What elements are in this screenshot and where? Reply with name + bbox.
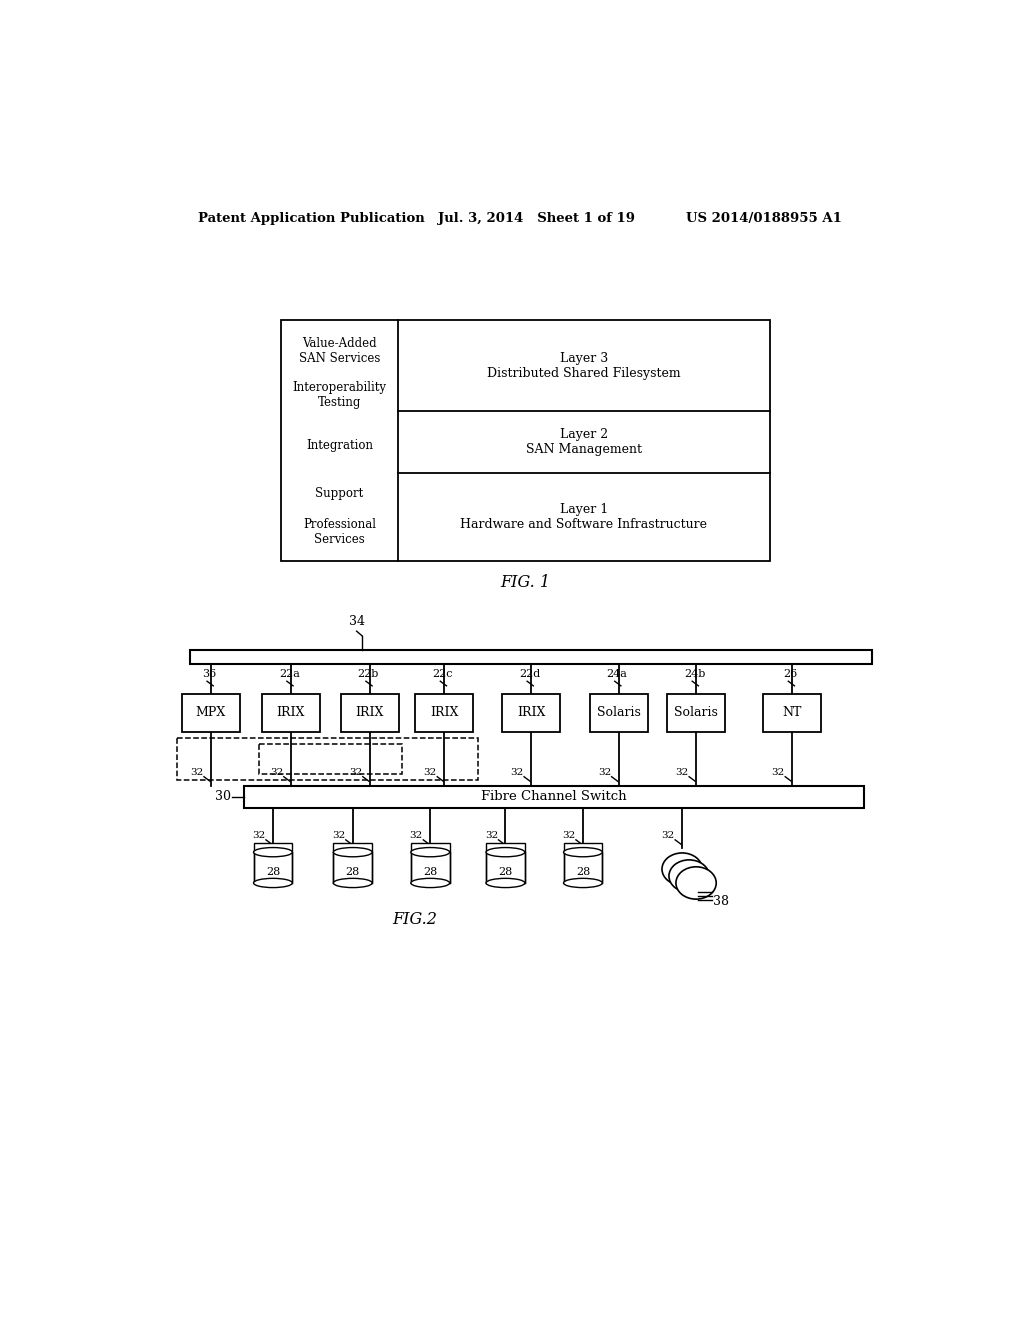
Text: IRIX: IRIX <box>430 706 459 719</box>
Ellipse shape <box>254 878 292 887</box>
Text: IRIX: IRIX <box>355 706 384 719</box>
Ellipse shape <box>486 847 524 857</box>
Text: 28: 28 <box>266 867 280 878</box>
Text: Solaris: Solaris <box>597 706 641 719</box>
Text: 28: 28 <box>499 867 513 878</box>
Bar <box>245 785 864 808</box>
Text: 32: 32 <box>662 830 675 840</box>
Text: 28: 28 <box>575 867 590 878</box>
Bar <box>262 693 319 733</box>
Text: FIG. 1: FIG. 1 <box>500 574 550 591</box>
Text: 32: 32 <box>424 768 437 776</box>
Text: 36: 36 <box>203 668 216 678</box>
Text: Jul. 3, 2014   Sheet 1 of 19: Jul. 3, 2014 Sheet 1 of 19 <box>438 213 635 224</box>
Text: 34: 34 <box>349 615 366 628</box>
Ellipse shape <box>334 878 372 887</box>
Text: 32: 32 <box>562 830 575 840</box>
Text: Fibre Channel Switch: Fibre Channel Switch <box>481 791 627 804</box>
Text: 32: 32 <box>332 830 345 840</box>
Text: MPX: MPX <box>196 706 226 719</box>
Ellipse shape <box>662 853 702 886</box>
Text: 28: 28 <box>423 867 437 878</box>
Bar <box>282 321 770 561</box>
Text: US 2014/0188955 A1: US 2014/0188955 A1 <box>686 213 842 224</box>
Ellipse shape <box>669 859 710 892</box>
Bar <box>182 693 240 733</box>
Text: Layer 2
SAN Management: Layer 2 SAN Management <box>525 428 642 455</box>
Ellipse shape <box>254 847 292 857</box>
Bar <box>254 843 292 883</box>
Text: 32: 32 <box>772 768 784 776</box>
Ellipse shape <box>676 867 716 899</box>
Bar <box>763 693 821 733</box>
Text: Layer 3
Distributed Shared Filesystem: Layer 3 Distributed Shared Filesystem <box>486 351 681 380</box>
Text: Layer 1
Hardware and Software Infrastructure: Layer 1 Hardware and Software Infrastruc… <box>460 503 708 531</box>
Text: 32: 32 <box>410 830 423 840</box>
Bar <box>590 693 647 733</box>
Text: 32: 32 <box>598 768 611 776</box>
Text: Value-Added
SAN Services: Value-Added SAN Services <box>299 338 380 366</box>
Text: Solaris: Solaris <box>674 706 718 719</box>
Bar <box>502 693 560 733</box>
Text: Support: Support <box>315 487 364 500</box>
Text: 32: 32 <box>676 768 689 776</box>
Bar <box>334 843 372 883</box>
Ellipse shape <box>411 847 450 857</box>
Ellipse shape <box>486 878 524 887</box>
Bar <box>667 693 725 733</box>
Bar <box>259 744 402 774</box>
Text: 32: 32 <box>510 768 523 776</box>
Text: 28: 28 <box>346 867 359 878</box>
Bar <box>190 649 872 664</box>
Bar <box>486 843 524 883</box>
Text: 32: 32 <box>349 768 362 776</box>
Text: 32: 32 <box>190 768 204 776</box>
Text: 22c: 22c <box>432 668 453 678</box>
Bar <box>177 738 478 780</box>
Ellipse shape <box>563 878 602 887</box>
Bar <box>341 693 399 733</box>
Text: Patent Application Publication: Patent Application Publication <box>198 213 425 224</box>
Text: Interoperability
Testing: Interoperability Testing <box>293 380 387 409</box>
Text: NT: NT <box>782 706 802 719</box>
Ellipse shape <box>334 847 372 857</box>
Ellipse shape <box>411 878 450 887</box>
Text: 24a: 24a <box>606 668 628 678</box>
Bar <box>415 693 473 733</box>
Text: 32: 32 <box>252 830 265 840</box>
Text: Integration: Integration <box>306 440 373 451</box>
Text: 22b: 22b <box>357 668 379 678</box>
Text: 26: 26 <box>783 668 798 678</box>
Text: 22a: 22a <box>279 668 300 678</box>
Text: IRIX: IRIX <box>276 706 305 719</box>
Text: IRIX: IRIX <box>517 706 545 719</box>
Text: Professional
Services: Professional Services <box>303 519 376 546</box>
Text: FIG.2: FIG.2 <box>392 911 437 928</box>
Text: 38: 38 <box>713 895 729 908</box>
Bar <box>411 843 450 883</box>
Text: 22d: 22d <box>519 668 540 678</box>
Text: 32: 32 <box>484 830 498 840</box>
Bar <box>563 843 602 883</box>
Text: 32: 32 <box>270 768 284 776</box>
Text: 30: 30 <box>215 791 230 804</box>
Text: 24b: 24b <box>684 668 706 678</box>
Ellipse shape <box>563 847 602 857</box>
